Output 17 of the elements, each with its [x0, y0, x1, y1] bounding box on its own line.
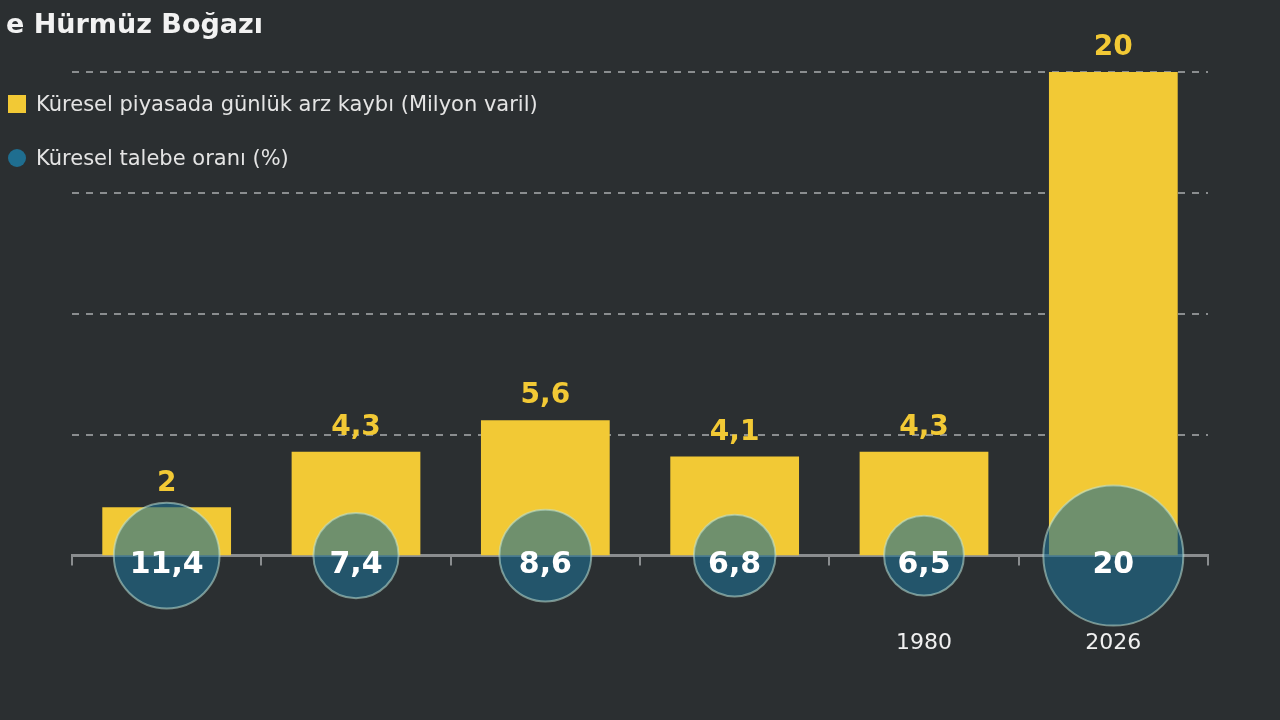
data-label: 2	[156, 464, 177, 498]
data-label: 6,5	[897, 545, 951, 581]
data-label: 20	[1093, 29, 1133, 63]
data-label: 11,4	[129, 545, 204, 581]
data-label: 6,8	[708, 545, 762, 581]
legend-label: Küresel piyasada günlük arz kaybı (Milyon varil)	[36, 92, 538, 116]
data-label: 5,6	[520, 377, 571, 411]
data-label: 4,3	[331, 408, 381, 442]
legend-label: Küresel talebe oranı (%)	[36, 146, 289, 170]
data-label: 20	[1092, 545, 1135, 581]
x-tick-label: 1980	[896, 628, 952, 654]
chart-title: e Hürmüz Boğazı	[6, 8, 263, 39]
data-label: 8,6	[518, 545, 572, 581]
x-tick-label: 2026	[1085, 628, 1142, 654]
data-label: 4,1	[709, 413, 760, 447]
data-label: 7,4	[329, 545, 383, 581]
data-label: 4,3	[899, 408, 949, 442]
